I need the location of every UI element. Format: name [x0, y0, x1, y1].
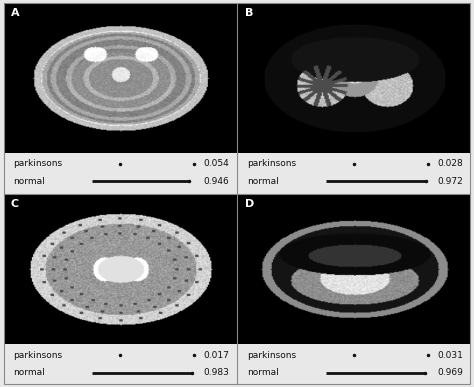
Text: 0.946: 0.946	[203, 177, 229, 186]
Text: parkinsons: parkinsons	[13, 159, 62, 168]
Text: B: B	[245, 8, 254, 17]
Text: normal: normal	[247, 368, 279, 377]
Text: 0.031: 0.031	[438, 351, 463, 360]
Text: 0.054: 0.054	[203, 159, 229, 168]
Text: normal: normal	[247, 177, 279, 186]
Text: 0.972: 0.972	[438, 177, 463, 186]
Text: normal: normal	[13, 368, 45, 377]
Text: D: D	[245, 199, 255, 209]
Text: 0.983: 0.983	[203, 368, 229, 377]
Text: 0.017: 0.017	[203, 351, 229, 360]
Text: parkinsons: parkinsons	[247, 351, 297, 360]
Text: C: C	[11, 199, 19, 209]
Text: normal: normal	[13, 177, 45, 186]
Text: 0.028: 0.028	[438, 159, 463, 168]
Text: A: A	[11, 8, 19, 17]
Text: 0.969: 0.969	[438, 368, 463, 377]
Text: parkinsons: parkinsons	[13, 351, 62, 360]
Text: parkinsons: parkinsons	[247, 159, 297, 168]
